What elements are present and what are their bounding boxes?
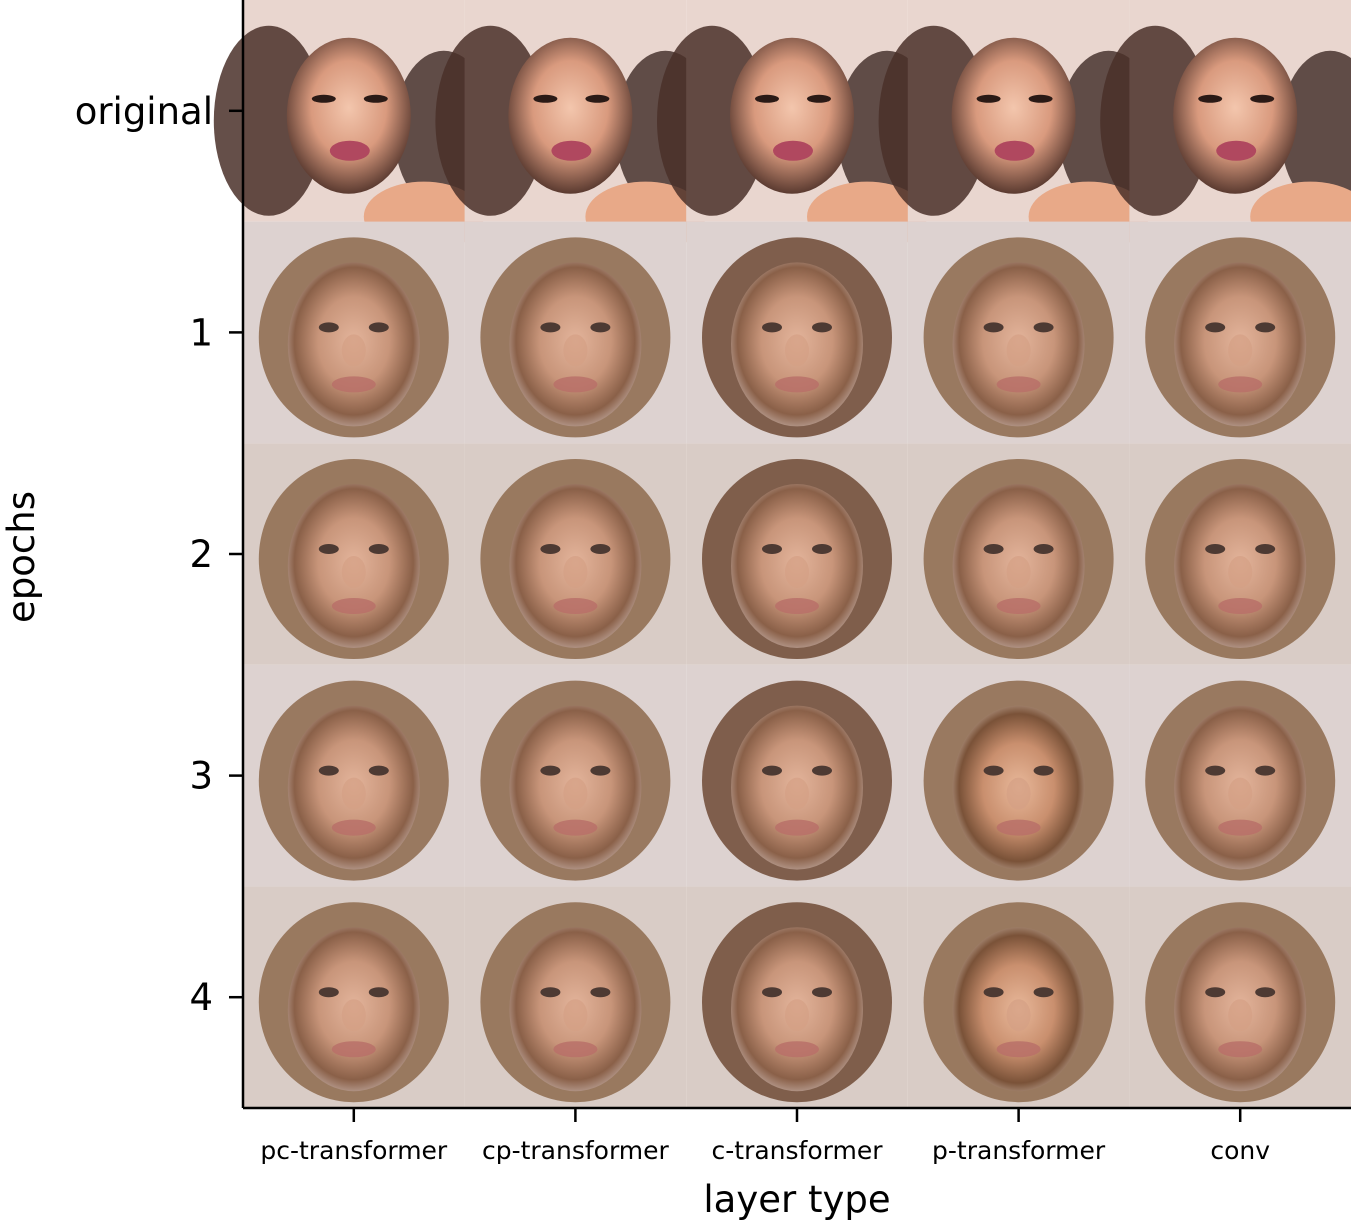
y-tick-label: 4: [189, 976, 213, 1019]
x-axis-label: layer type: [703, 1178, 890, 1221]
image-cell: [464, 443, 687, 665]
image-cell: [686, 664, 908, 887]
image-cell: [686, 886, 908, 1108]
image-cell: [1129, 664, 1351, 887]
image-cell: [907, 886, 1130, 1108]
x-tick-label: p-transformer: [932, 1136, 1106, 1165]
image-cell: [464, 221, 687, 444]
x-tick-label: pc-transformer: [260, 1136, 448, 1165]
image-cell: [907, 443, 1130, 665]
y-ticks: original 1 2 3 4: [75, 90, 243, 1019]
y-tick-label: 1: [189, 311, 213, 354]
x-ticks: pc-transformer cp-transformer c-transforme…: [260, 1108, 1270, 1165]
image-cell: [1100, 0, 1351, 252]
image-cell: [464, 886, 687, 1108]
y-tick-label: original: [75, 90, 213, 133]
image-cell: [1129, 886, 1351, 1108]
x-tick-label: cp-transformer: [482, 1136, 670, 1165]
image-cell: [686, 443, 908, 665]
y-tick-label: 3: [189, 755, 213, 798]
image-cell: [243, 221, 465, 444]
image-cell: [243, 443, 465, 665]
image-cell: [243, 886, 465, 1108]
image-cell: [907, 664, 1130, 887]
image-cell: [907, 221, 1130, 444]
image-cells: [213, 0, 1351, 1108]
image-cell: [1129, 443, 1351, 665]
x-tick-label: c-transformer: [712, 1136, 884, 1165]
x-tick-label: conv: [1210, 1136, 1270, 1165]
image-cell: [686, 221, 908, 444]
image-cell: [464, 664, 687, 887]
image-cell: [243, 664, 465, 887]
y-tick-label: 2: [189, 533, 213, 576]
image-cell: [1129, 221, 1351, 444]
y-axis-label: epochs: [0, 491, 43, 623]
